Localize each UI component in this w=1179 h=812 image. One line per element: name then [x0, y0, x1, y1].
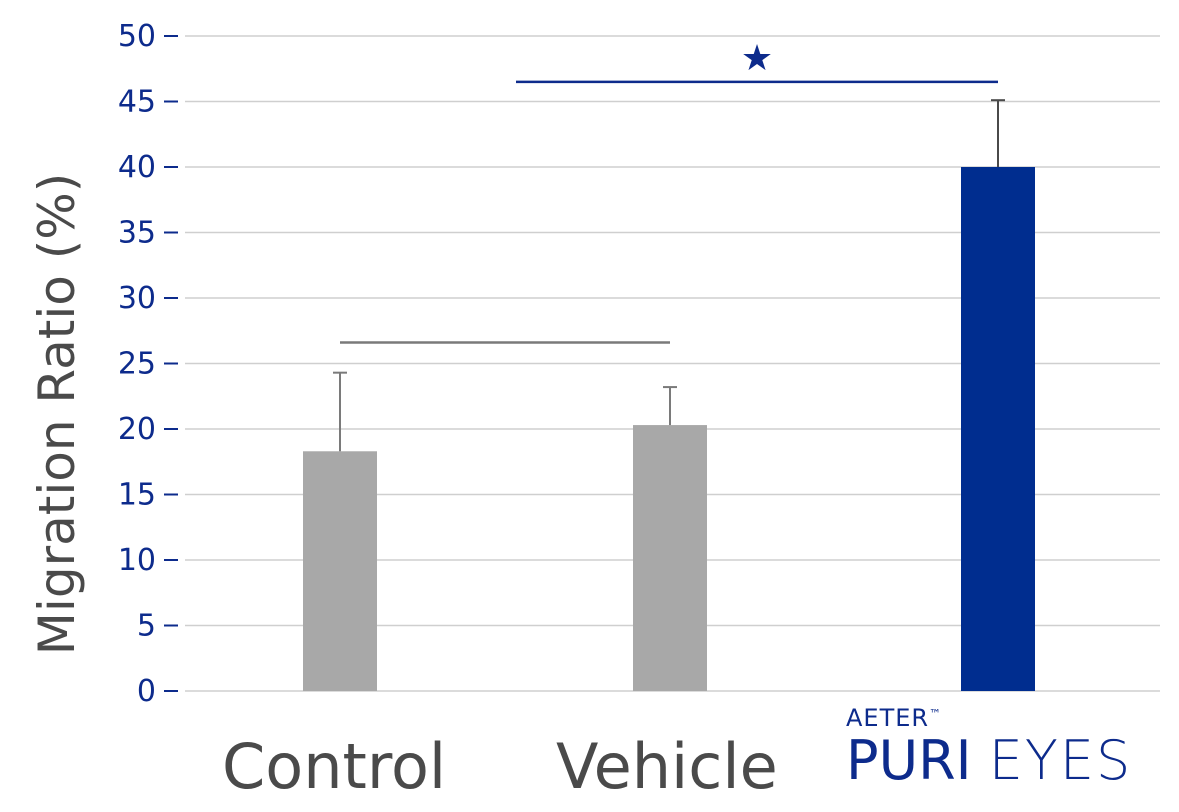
y-tick-label: 20	[118, 412, 156, 447]
brand-aeter-text: AETER	[846, 704, 930, 732]
y-tick-label: 35	[118, 216, 156, 251]
significance-star: ★	[741, 38, 773, 79]
y-axis-ticks: 0 5 10 15 20 25 30 35 40 45 50	[118, 19, 178, 709]
y-tick-label: 50	[118, 19, 156, 54]
y-tick-label: 30	[118, 281, 156, 316]
category-label-control: Control	[222, 730, 447, 803]
category-label-vehicle: Vehicle	[556, 730, 778, 803]
y-tick-label: 45	[118, 85, 156, 120]
y-tick-label: 5	[137, 609, 156, 644]
y-tick-label: 0	[137, 674, 156, 709]
significance-brackets: ★	[340, 38, 998, 344]
brand-puri-text: PURI	[846, 729, 972, 792]
category-label-aeter-puri-eyes: AETER™ PURI EYES	[846, 706, 1132, 792]
bar-2	[633, 425, 707, 691]
brand-eyes-text: EYES	[988, 729, 1133, 792]
trademark-mark: ™	[929, 707, 943, 721]
bar-1	[303, 451, 377, 691]
y-tick-label: 15	[118, 478, 156, 513]
y-tick-label: 25	[118, 347, 156, 382]
bars	[303, 167, 1035, 691]
bar-3	[961, 167, 1035, 691]
error-bars	[333, 99, 1005, 452]
y-axis-label: Migration Ratio (%)	[28, 173, 86, 655]
y-tick-label: 10	[118, 543, 156, 578]
y-tick-label: 40	[118, 150, 156, 185]
